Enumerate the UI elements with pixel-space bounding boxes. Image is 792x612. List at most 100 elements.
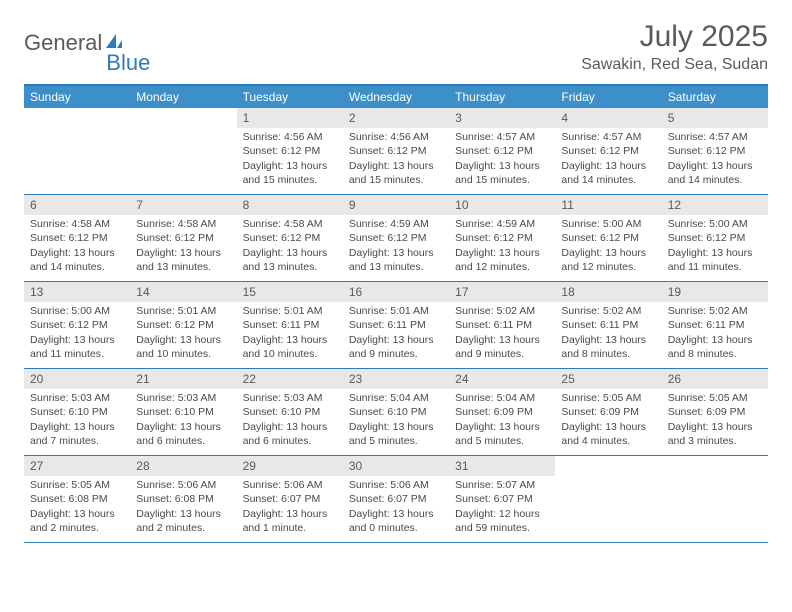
day-body: Sunrise: 5:00 AMSunset: 6:12 PMDaylight:…	[555, 215, 661, 280]
day-line: Daylight: 13 hours	[561, 420, 655, 434]
day-number: 30	[343, 456, 449, 476]
day-line: Sunset: 6:12 PM	[349, 144, 443, 158]
day-line: Sunset: 6:12 PM	[561, 144, 655, 158]
day-number: 4	[555, 108, 661, 128]
day-line: Sunrise: 4:57 AM	[455, 130, 549, 144]
day-body: Sunrise: 5:05 AMSunset: 6:09 PMDaylight:…	[662, 389, 768, 454]
day-line: and 2 minutes.	[136, 521, 230, 535]
day-line: Sunset: 6:11 PM	[243, 318, 337, 332]
day-cell: 13Sunrise: 5:00 AMSunset: 6:12 PMDayligh…	[24, 282, 130, 368]
day-cell: 11Sunrise: 5:00 AMSunset: 6:12 PMDayligh…	[555, 195, 661, 281]
day-cell: 9Sunrise: 4:59 AMSunset: 6:12 PMDaylight…	[343, 195, 449, 281]
day-line: Sunset: 6:10 PM	[243, 405, 337, 419]
day-line: and 12 minutes.	[455, 260, 549, 274]
day-number: 23	[343, 369, 449, 389]
week-row: 6Sunrise: 4:58 AMSunset: 6:12 PMDaylight…	[24, 195, 768, 282]
day-cell: 19Sunrise: 5:02 AMSunset: 6:11 PMDayligh…	[662, 282, 768, 368]
day-cell: 10Sunrise: 4:59 AMSunset: 6:12 PMDayligh…	[449, 195, 555, 281]
day-body: Sunrise: 4:56 AMSunset: 6:12 PMDaylight:…	[343, 128, 449, 193]
day-number: 24	[449, 369, 555, 389]
day-line: Sunrise: 5:06 AM	[349, 478, 443, 492]
empty-cell	[555, 456, 661, 542]
day-body: Sunrise: 5:03 AMSunset: 6:10 PMDaylight:…	[237, 389, 343, 454]
day-line: and 11 minutes.	[668, 260, 762, 274]
day-line: Sunrise: 5:00 AM	[561, 217, 655, 231]
day-line: Sunset: 6:09 PM	[668, 405, 762, 419]
day-body: Sunrise: 5:06 AMSunset: 6:08 PMDaylight:…	[130, 476, 236, 541]
day-line: Sunrise: 4:56 AM	[243, 130, 337, 144]
day-cell: 23Sunrise: 5:04 AMSunset: 6:10 PMDayligh…	[343, 369, 449, 455]
day-header-row: SundayMondayTuesdayWednesdayThursdayFrid…	[24, 86, 768, 108]
day-line: Sunrise: 4:58 AM	[136, 217, 230, 231]
day-body: Sunrise: 5:01 AMSunset: 6:11 PMDaylight:…	[237, 302, 343, 367]
day-body: Sunrise: 5:03 AMSunset: 6:10 PMDaylight:…	[24, 389, 130, 454]
day-number: 26	[662, 369, 768, 389]
day-header: Saturday	[662, 86, 768, 108]
day-line: Daylight: 13 hours	[243, 333, 337, 347]
day-line: Sunset: 6:10 PM	[136, 405, 230, 419]
day-line: Sunrise: 5:06 AM	[136, 478, 230, 492]
day-line: Sunset: 6:12 PM	[30, 231, 124, 245]
day-number: 21	[130, 369, 236, 389]
day-line: Daylight: 13 hours	[455, 333, 549, 347]
day-line: Sunrise: 5:00 AM	[668, 217, 762, 231]
day-line: Daylight: 12 hours	[455, 507, 549, 521]
day-line: Sunrise: 4:56 AM	[349, 130, 443, 144]
day-header: Thursday	[449, 86, 555, 108]
week-row: 13Sunrise: 5:00 AMSunset: 6:12 PMDayligh…	[24, 282, 768, 369]
day-line: Sunrise: 5:03 AM	[243, 391, 337, 405]
day-cell: 18Sunrise: 5:02 AMSunset: 6:11 PMDayligh…	[555, 282, 661, 368]
day-cell: 26Sunrise: 5:05 AMSunset: 6:09 PMDayligh…	[662, 369, 768, 455]
day-cell: 4Sunrise: 4:57 AMSunset: 6:12 PMDaylight…	[555, 108, 661, 194]
day-line: Sunset: 6:12 PM	[243, 231, 337, 245]
day-line: Sunrise: 5:01 AM	[349, 304, 443, 318]
day-line: Sunset: 6:12 PM	[455, 144, 549, 158]
day-line: Daylight: 13 hours	[349, 159, 443, 173]
day-header: Tuesday	[237, 86, 343, 108]
day-number: 1	[237, 108, 343, 128]
day-number: 11	[555, 195, 661, 215]
day-number: 18	[555, 282, 661, 302]
day-line: Daylight: 13 hours	[30, 420, 124, 434]
logo: General Blue	[24, 20, 152, 66]
day-body: Sunrise: 5:02 AMSunset: 6:11 PMDaylight:…	[555, 302, 661, 367]
day-cell: 5Sunrise: 4:57 AMSunset: 6:12 PMDaylight…	[662, 108, 768, 194]
day-line: Sunset: 6:11 PM	[455, 318, 549, 332]
day-line: Daylight: 13 hours	[136, 507, 230, 521]
day-number: 17	[449, 282, 555, 302]
day-line: Sunrise: 5:06 AM	[243, 478, 337, 492]
empty-cell	[24, 108, 130, 194]
day-line: Sunset: 6:11 PM	[668, 318, 762, 332]
day-body: Sunrise: 4:57 AMSunset: 6:12 PMDaylight:…	[449, 128, 555, 193]
day-line: Daylight: 13 hours	[136, 420, 230, 434]
day-header: Monday	[130, 86, 236, 108]
day-number: 7	[130, 195, 236, 215]
day-body: Sunrise: 5:06 AMSunset: 6:07 PMDaylight:…	[237, 476, 343, 541]
week-row: 27Sunrise: 5:05 AMSunset: 6:08 PMDayligh…	[24, 456, 768, 543]
day-line: and 8 minutes.	[668, 347, 762, 361]
empty-cell	[130, 108, 236, 194]
day-line: Sunset: 6:12 PM	[136, 318, 230, 332]
day-line: Sunset: 6:07 PM	[455, 492, 549, 506]
day-line: Sunset: 6:10 PM	[349, 405, 443, 419]
day-line: and 59 minutes.	[455, 521, 549, 535]
day-line: Sunrise: 5:03 AM	[30, 391, 124, 405]
day-line: Daylight: 13 hours	[30, 246, 124, 260]
week-row: 1Sunrise: 4:56 AMSunset: 6:12 PMDaylight…	[24, 108, 768, 195]
day-line: and 9 minutes.	[349, 347, 443, 361]
day-number: 13	[24, 282, 130, 302]
day-body: Sunrise: 4:57 AMSunset: 6:12 PMDaylight:…	[662, 128, 768, 193]
day-line: Daylight: 13 hours	[136, 246, 230, 260]
day-line: Daylight: 13 hours	[30, 507, 124, 521]
logo-text-2: Blue	[106, 50, 150, 76]
day-line: Daylight: 13 hours	[668, 159, 762, 173]
title-block: July 2025 Sawakin, Red Sea, Sudan	[581, 20, 768, 74]
day-body: Sunrise: 4:56 AMSunset: 6:12 PMDaylight:…	[237, 128, 343, 193]
day-line: Sunset: 6:08 PM	[136, 492, 230, 506]
day-line: and 8 minutes.	[561, 347, 655, 361]
day-body: Sunrise: 5:01 AMSunset: 6:12 PMDaylight:…	[130, 302, 236, 367]
location: Sawakin, Red Sea, Sudan	[581, 56, 768, 74]
day-cell: 22Sunrise: 5:03 AMSunset: 6:10 PMDayligh…	[237, 369, 343, 455]
day-line: Sunset: 6:12 PM	[243, 144, 337, 158]
day-line: Daylight: 13 hours	[349, 507, 443, 521]
